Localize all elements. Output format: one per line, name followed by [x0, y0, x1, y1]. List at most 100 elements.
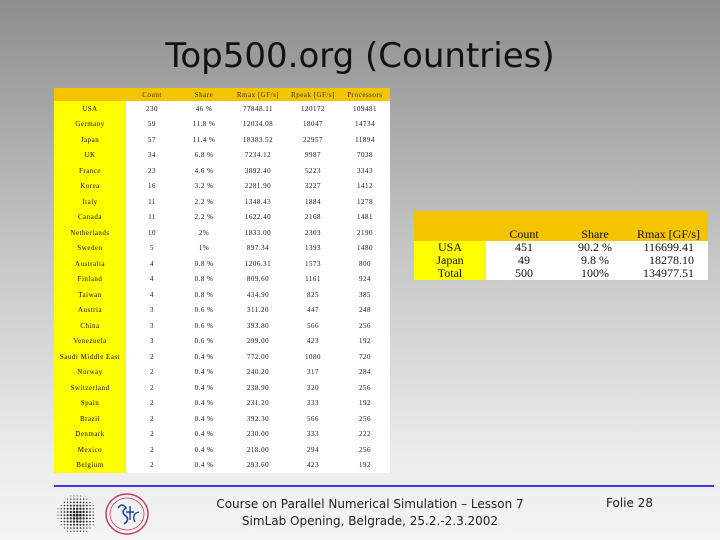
rmax-cell: 1833.00 [244, 228, 272, 237]
rmax-cell: 772.00 [246, 352, 270, 361]
rmax-cell: 240.20 [246, 368, 270, 377]
slide-title: Top500.org (Countries) [165, 36, 555, 76]
country-cell: Netherlands [54, 225, 126, 241]
rmax-cell: 393.80 [246, 321, 270, 330]
rmax-cell: 218.00 [246, 445, 270, 454]
rmax-cell: 299.00 [246, 337, 270, 346]
rmax-cell: 1348.43 [244, 197, 272, 206]
column-header: Rmax [GF/s] [628, 211, 708, 241]
rpeak-cell: 320 [307, 383, 319, 392]
count-cell: 230 [146, 104, 158, 113]
country-cell: Saudi Middle East [54, 349, 126, 365]
rmax-cell: 116699.41 [643, 240, 694, 254]
proc-cell: 385 [359, 290, 371, 299]
count-cell: 2 [150, 414, 154, 423]
count-cell: 23 [148, 166, 156, 175]
rpeak-cell: 9987 [305, 151, 321, 160]
summary-row: Total 500 100% 134977.51 [414, 267, 708, 280]
country-cell: Belgium [54, 457, 126, 473]
table-row: Denmark 2 0.4 % 230.00 333 222 [54, 426, 390, 442]
count-cell: 57 [148, 135, 156, 144]
rmax-cell: 3892.40 [244, 166, 272, 175]
count-cell: 3 [150, 306, 154, 315]
table-row: USA 230 46 % 77848.11 120172 109481 [54, 101, 390, 117]
table-header-row: Count Share Rmax [GF/s] Rpeak [GF/s] Process… [54, 88, 390, 101]
dotted-globe-logo-icon [57, 495, 94, 532]
count-cell: 2 [150, 368, 154, 377]
column-header: Processors [340, 88, 390, 101]
share-cell: 1% [198, 244, 210, 253]
table-row: Korea 16 3.2 % 2281.90 3227 1412 [54, 178, 390, 194]
country-cell: UK [54, 147, 126, 163]
share-cell: 0.8 % [194, 259, 214, 268]
country-cell: France [54, 163, 126, 179]
count-cell: 4 [150, 275, 154, 284]
share-cell: 6.8 % [194, 151, 214, 160]
summary-table: Count Share Rmax [GF/s] USA 451 90.2 % 116699.… [414, 211, 708, 280]
proc-cell: 11894 [355, 135, 375, 144]
rmax-cell: 1622.40 [244, 213, 272, 222]
rpeak-cell: 447 [307, 306, 319, 315]
count-cell: 4 [150, 259, 154, 268]
share-cell: 0.6 % [194, 306, 214, 315]
table-row: Venezuela 3 0.6 % 299.00 423 192 [54, 333, 390, 349]
share-cell: 0.8 % [194, 290, 214, 299]
country-cell: USA [414, 241, 486, 254]
proc-cell: 192 [359, 399, 371, 408]
share-cell: 11.4 % [192, 135, 216, 144]
share-cell: 0.4 % [194, 461, 214, 470]
count-cell: 10 [148, 228, 156, 237]
rpeak-cell: 423 [307, 337, 319, 346]
count-cell: 4 [150, 290, 154, 299]
rmax-cell: 809.60 [246, 275, 270, 284]
footer-line-2: SimLab Opening, Belgrade, 25.2.-2.3.2002 [241, 514, 499, 528]
rpeak-cell: 317 [307, 368, 319, 377]
rpeak-cell: 1161 [305, 275, 321, 284]
count-cell: 2 [150, 461, 154, 470]
proc-cell: 3343 [357, 166, 373, 175]
rmax-cell: 293.60 [246, 461, 270, 470]
rpeak-cell: 566 [307, 414, 319, 423]
count-cell: 500 [515, 266, 533, 280]
count-cell: 11 [148, 213, 156, 222]
share-cell: 0.4 % [194, 399, 214, 408]
proc-cell: 800 [359, 259, 371, 268]
count-cell: 451 [515, 240, 533, 254]
country-cell: Finland [54, 271, 126, 287]
share-cell: 0.4 % [194, 383, 214, 392]
proc-cell: 1278 [357, 197, 373, 206]
rpeak-cell: 2168 [305, 213, 321, 222]
count-cell: 59 [148, 120, 156, 129]
count-cell: 3 [150, 337, 154, 346]
rpeak-cell: 120172 [301, 104, 325, 113]
table-row: Belgium 2 0.4 % 293.60 423 192 [54, 457, 390, 473]
share-cell: 4.6 % [194, 166, 214, 175]
table-row: Netherlands 10 2% 1833.00 2303 2190 [54, 225, 390, 241]
country-cell: China [54, 318, 126, 334]
share-cell: 0.4 % [194, 445, 214, 454]
rpeak-cell: 2303 [305, 228, 321, 237]
rmax-cell: 18383.52 [242, 135, 274, 144]
table-row: Norway 2 0.4 % 240.20 317 284 [54, 364, 390, 380]
country-cell: Venezuela [54, 333, 126, 349]
rmax-cell: 134977.51 [643, 266, 694, 280]
rmax-cell: 12034.08 [242, 120, 274, 129]
rpeak-cell: 333 [307, 430, 319, 439]
proc-cell: 720 [359, 352, 371, 361]
count-cell: 2 [150, 352, 154, 361]
rmax-cell: 238.90 [246, 383, 270, 392]
table-row: Saudi Middle East 2 0.4 % 772.00 1080 720 [54, 349, 390, 365]
share-cell: 2.2 % [194, 213, 214, 222]
count-cell: 3 [150, 321, 154, 330]
country-cell: Korea [54, 178, 126, 194]
country-cell: Brazil [54, 411, 126, 427]
country-cell: Taiwan [54, 287, 126, 303]
share-cell: 0.4 % [194, 414, 214, 423]
proc-cell: 924 [359, 275, 371, 284]
country-cell: Japan [414, 254, 486, 267]
share-cell: 100% [581, 266, 609, 280]
rmax-cell: 2281.90 [244, 182, 272, 191]
rpeak-cell: 3227 [305, 182, 321, 191]
share-cell: 0.4 % [194, 352, 214, 361]
share-cell: 2.2 % [194, 197, 214, 206]
